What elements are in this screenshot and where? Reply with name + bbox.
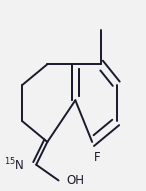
Text: F: F	[94, 151, 100, 164]
Text: OH: OH	[66, 174, 84, 187]
Text: $^{15}$N: $^{15}$N	[4, 156, 25, 173]
